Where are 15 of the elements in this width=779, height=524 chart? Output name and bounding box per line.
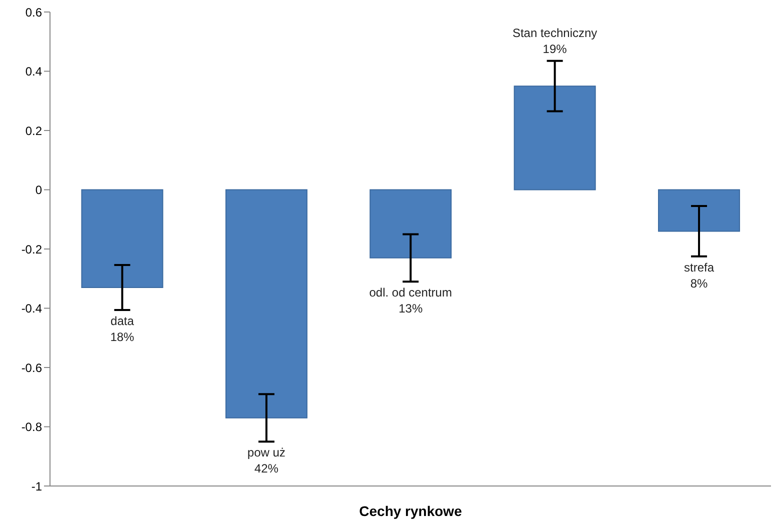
y-tick-label: -1 bbox=[31, 479, 42, 494]
data-label: strefa 8% bbox=[684, 260, 714, 290]
y-tick-label: -0.8 bbox=[21, 420, 42, 434]
data-label: pow uż 42% bbox=[247, 446, 286, 476]
y-tick-label: 0.6 bbox=[25, 5, 42, 20]
data-label: odl. od centrum 13% bbox=[369, 286, 452, 316]
y-tick-label: -0.6 bbox=[21, 360, 42, 375]
y-tick-label: 0 bbox=[35, 183, 42, 198]
y-tick-label: 0.2 bbox=[25, 124, 42, 138]
y-tick-label: 0.4 bbox=[25, 64, 42, 79]
data-label: data 18% bbox=[110, 314, 135, 344]
x-axis-title: Cechy rynkowe bbox=[359, 503, 462, 519]
data-label: Stan techniczny 19% bbox=[512, 26, 598, 56]
y-tick-label: -0.2 bbox=[21, 242, 42, 256]
y-tick-label: -0.4 bbox=[21, 302, 42, 316]
